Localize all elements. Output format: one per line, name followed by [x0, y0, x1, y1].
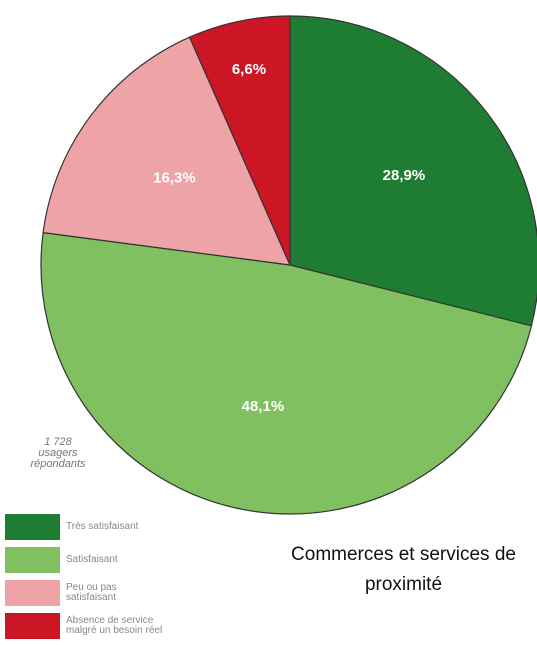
legend-item: Absence de service malgré un besoin réel	[5, 609, 166, 642]
legend-swatch	[5, 513, 60, 540]
chart-title: Commerces et services de proximité	[291, 544, 516, 595]
legend-label: Peu ou pas satisfaisant	[66, 581, 117, 603]
legend-label: Absence de service malgré un besoin réel	[66, 614, 163, 636]
annotation: répondants	[30, 458, 86, 470]
legend-swatch	[5, 612, 60, 639]
legend-swatch	[5, 579, 60, 606]
legend-item: Satisfaisant	[5, 543, 166, 576]
legend-item: Très satisfaisant	[5, 510, 166, 543]
data-label: 16,3%	[153, 169, 196, 186]
legend: Très satisfaisant Satisfaisant Peu ou pas …	[5, 510, 166, 642]
annotation: usagers	[38, 447, 78, 459]
pie-slice	[42, 36, 291, 266]
legend-label: Satisfaisant	[66, 553, 118, 565]
legend-label: Très satisfaisant	[66, 520, 139, 532]
data-label: 28,9%	[383, 167, 426, 184]
pie-slice	[289, 15, 537, 327]
legend-swatch	[5, 546, 60, 573]
pie-slice	[188, 15, 291, 266]
data-label: 48,1%	[242, 398, 285, 415]
pie-slice	[40, 231, 533, 515]
data-label: 6,6%	[232, 61, 266, 78]
annotation: 1 728	[44, 436, 72, 448]
legend-item: Peu ou pas satisfaisant	[5, 576, 166, 609]
